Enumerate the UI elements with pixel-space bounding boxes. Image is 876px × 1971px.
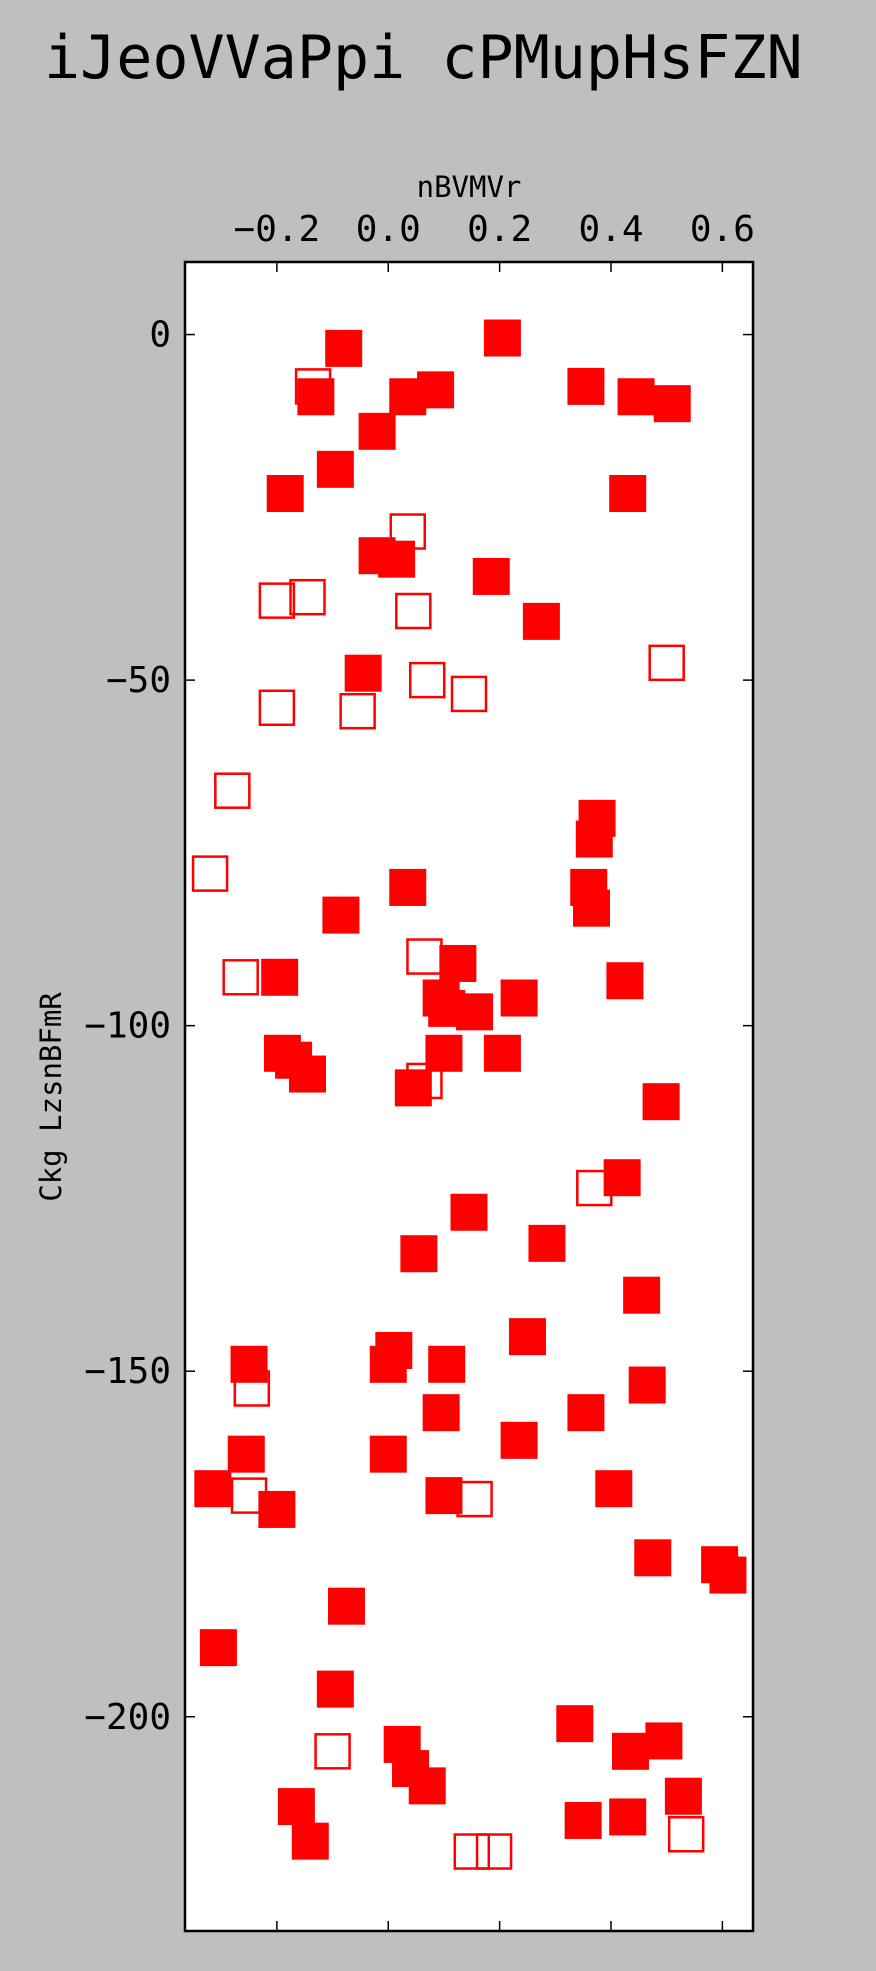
filled-square-marker bbox=[199, 1629, 237, 1667]
filled-square-marker bbox=[500, 1421, 538, 1459]
chart-title: iJeoVVaPpi cPMupHsFZN bbox=[44, 23, 803, 93]
x-tick-label: 0.0 bbox=[356, 209, 421, 250]
filled-square-marker bbox=[483, 1034, 521, 1072]
hollow-square-marker bbox=[258, 689, 296, 727]
filled-square-marker bbox=[194, 1470, 232, 1508]
y-tick-label: −150 bbox=[84, 1351, 171, 1392]
filled-square-marker bbox=[425, 1034, 463, 1072]
filled-square-marker bbox=[316, 450, 354, 488]
x-tick-label: −0.2 bbox=[234, 209, 321, 250]
filled-square-marker bbox=[277, 1788, 315, 1826]
filled-square-marker bbox=[617, 378, 655, 416]
filled-square-marker bbox=[653, 385, 691, 423]
filled-square-marker bbox=[369, 1435, 407, 1473]
filled-square-marker bbox=[611, 1732, 649, 1770]
y-tick-label: −50 bbox=[106, 660, 171, 701]
filled-square-marker bbox=[389, 868, 427, 906]
filled-square-marker bbox=[369, 1345, 407, 1383]
filled-square-marker bbox=[472, 557, 510, 595]
filled-square-marker bbox=[439, 944, 477, 982]
x-tick-label: 0.2 bbox=[467, 209, 532, 250]
filled-square-marker bbox=[606, 962, 644, 1000]
filled-square-marker bbox=[483, 319, 521, 357]
filled-square-marker bbox=[230, 1345, 268, 1383]
filled-square-marker bbox=[327, 1587, 365, 1625]
filled-square-marker bbox=[522, 602, 560, 640]
hollow-square-marker bbox=[648, 644, 685, 682]
filled-square-marker bbox=[297, 378, 335, 416]
filled-square-marker bbox=[394, 1069, 432, 1107]
filled-square-marker bbox=[642, 1083, 680, 1121]
hollow-square-marker bbox=[314, 1733, 351, 1770]
filled-square-marker bbox=[291, 1822, 329, 1860]
filled-square-marker bbox=[289, 1055, 327, 1093]
filled-square-marker bbox=[564, 1801, 602, 1839]
filled-square-marker bbox=[344, 654, 382, 692]
filled-square-marker bbox=[261, 958, 299, 996]
filled-square-marker bbox=[556, 1705, 594, 1743]
hollow-square-marker bbox=[408, 661, 446, 699]
filled-square-marker bbox=[325, 329, 363, 367]
filled-square-marker bbox=[575, 820, 613, 858]
hollow-square-marker bbox=[289, 578, 326, 616]
filled-square-marker bbox=[422, 1394, 460, 1432]
filled-square-marker bbox=[664, 1777, 702, 1815]
filled-square-marker bbox=[428, 1345, 466, 1383]
filled-square-marker bbox=[634, 1539, 672, 1577]
y-tick-label: −100 bbox=[84, 1006, 171, 1047]
filled-square-marker bbox=[227, 1435, 265, 1473]
x-tick-label: 0.6 bbox=[690, 209, 755, 250]
x-axis-label: nBVMVr bbox=[417, 170, 522, 204]
hollow-square-marker bbox=[395, 592, 432, 630]
hollow-square-marker bbox=[667, 1815, 705, 1853]
filled-square-marker bbox=[603, 1159, 641, 1197]
filled-square-marker bbox=[609, 475, 647, 513]
hollow-square-marker bbox=[475, 1833, 513, 1870]
hollow-square-marker bbox=[450, 675, 488, 713]
hollow-square-marker bbox=[258, 582, 296, 619]
hollow-square-marker bbox=[214, 772, 251, 809]
filled-square-marker bbox=[645, 1722, 683, 1760]
filled-square-marker bbox=[450, 1193, 488, 1231]
filled-square-marker bbox=[709, 1556, 747, 1594]
filled-square-marker bbox=[316, 1670, 354, 1708]
x-tick-label: 0.4 bbox=[578, 209, 643, 250]
y-tick-label: 0 bbox=[149, 315, 171, 356]
hollow-square-marker bbox=[339, 692, 376, 730]
hollow-square-marker bbox=[453, 1833, 491, 1870]
filled-square-marker bbox=[456, 993, 494, 1031]
hollow-square-marker bbox=[222, 959, 259, 996]
filled-square-marker bbox=[417, 371, 455, 409]
y-tick-label: −200 bbox=[84, 1697, 171, 1738]
filled-square-marker bbox=[258, 1490, 296, 1528]
filled-square-marker bbox=[567, 367, 605, 405]
y-axis-label: Ckg LzsnBFmR bbox=[34, 992, 68, 1202]
filled-square-marker bbox=[400, 1235, 438, 1273]
filled-square-marker bbox=[573, 889, 611, 927]
filled-square-marker bbox=[623, 1276, 661, 1314]
filled-square-marker bbox=[528, 1224, 566, 1262]
filled-square-marker bbox=[322, 896, 360, 934]
filled-square-marker bbox=[567, 1394, 605, 1432]
filled-square-marker bbox=[500, 979, 538, 1017]
filled-square-marker bbox=[595, 1470, 633, 1508]
filled-square-marker bbox=[408, 1767, 446, 1805]
hollow-square-marker bbox=[191, 855, 229, 892]
filled-square-marker bbox=[425, 1477, 463, 1515]
data-markers bbox=[191, 319, 747, 1870]
plot-frame bbox=[183, 260, 755, 1933]
filled-square-marker bbox=[508, 1318, 546, 1356]
filled-square-marker bbox=[266, 475, 304, 513]
filled-square-marker bbox=[609, 1798, 647, 1836]
filled-square-marker bbox=[358, 412, 396, 450]
axis-ticks: −0.2 0.0 0.2 0.4 0.6 0 −50 −100 −150 −200 bbox=[84, 209, 755, 1931]
filled-square-marker bbox=[378, 540, 416, 578]
filled-square-marker bbox=[628, 1366, 666, 1404]
